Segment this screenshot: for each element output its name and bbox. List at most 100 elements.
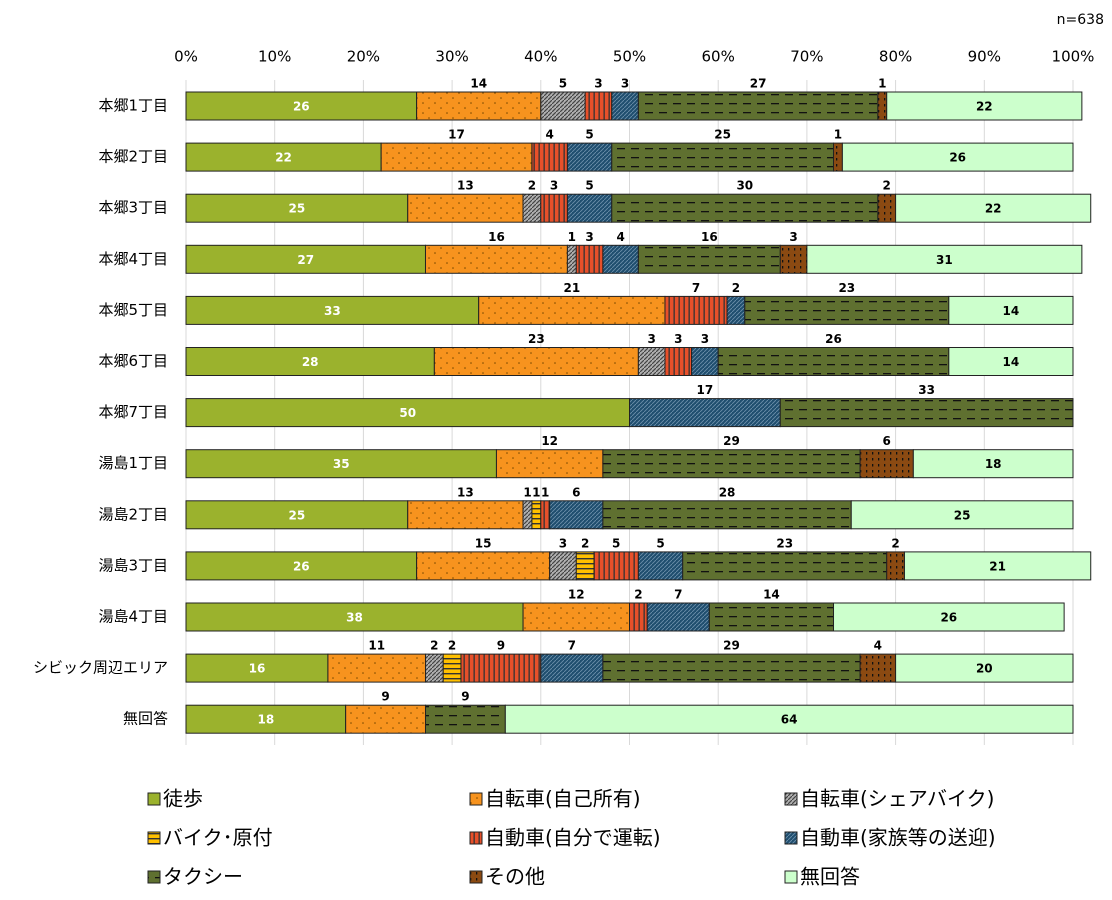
data-label: 7: [568, 639, 576, 653]
bar-segment: [549, 500, 604, 530]
data-label: 1: [532, 485, 540, 499]
data-label: 1: [568, 230, 576, 244]
legend-label: 自動車(家族等の送迎): [800, 826, 996, 850]
bar-segment: [407, 193, 524, 223]
bar-segment: [185, 193, 409, 223]
legend-swatch: [147, 831, 161, 845]
data-label: 38: [346, 611, 363, 625]
data-label: 16: [488, 230, 505, 244]
bar-segment: [779, 244, 808, 274]
data-label: 35: [333, 457, 350, 471]
x-tick-label: 30%: [435, 48, 468, 66]
bar-segment: [833, 142, 843, 172]
y-tick-label: 湯島2丁目: [98, 505, 168, 523]
data-label: 3: [621, 77, 629, 91]
bar-segment: [806, 244, 1083, 274]
data-label: 27: [297, 253, 314, 267]
data-label: 29: [723, 434, 740, 448]
data-label: 5: [559, 77, 567, 91]
data-label: 31: [936, 253, 953, 267]
legend-swatch: [784, 831, 798, 845]
data-label: 1: [541, 485, 549, 499]
data-label: 3: [594, 77, 602, 91]
data-label: 14: [1003, 355, 1020, 369]
bar-segment: [185, 244, 426, 274]
bar-segment: [903, 551, 1092, 581]
data-label: 26: [293, 100, 310, 114]
data-label: 13: [457, 179, 474, 193]
data-label: 18: [257, 713, 274, 727]
data-label: 6: [883, 434, 891, 448]
data-label: 14: [763, 588, 780, 602]
y-tick-label: 無回答: [123, 710, 168, 728]
data-label: 17: [448, 128, 465, 142]
data-label: 26: [949, 151, 966, 165]
data-label: 3: [550, 179, 558, 193]
data-label: 2: [448, 639, 456, 653]
bar-segment: [185, 500, 409, 530]
data-label: 4: [616, 230, 624, 244]
data-label: 22: [976, 100, 993, 114]
data-label: 2: [430, 639, 438, 653]
bar-segment: [841, 142, 1074, 172]
data-label: 21: [563, 281, 580, 295]
data-label: 18: [985, 457, 1002, 471]
data-label: 6: [572, 485, 580, 499]
bar-segment: [566, 193, 613, 223]
bar-segment: [682, 551, 888, 581]
data-label: 33: [324, 304, 341, 318]
data-label: 3: [674, 332, 682, 346]
y-tick-label: 本郷7丁目: [98, 403, 168, 421]
bar-segment: [895, 193, 1092, 223]
legend-label: バイク･原付: [163, 826, 273, 850]
data-label: 5: [656, 536, 664, 550]
bar-segment: [185, 91, 418, 121]
bar-segment: [433, 347, 639, 376]
bar-segment: [877, 193, 897, 223]
bar-segment: [912, 449, 1074, 479]
y-tick-label: 湯島3丁目: [98, 556, 168, 574]
data-label: 7: [692, 281, 700, 295]
bar-segment: [185, 347, 435, 376]
data-label: 7: [674, 588, 682, 602]
bar-segment: [584, 91, 613, 121]
bar-segment: [611, 91, 639, 121]
data-label: 2: [528, 179, 536, 193]
data-label: 5: [585, 179, 593, 193]
bar-segment: [593, 551, 639, 581]
x-tick-label: 10%: [258, 48, 291, 66]
data-label: 23: [528, 332, 545, 346]
bar-segment: [522, 602, 630, 632]
data-label: 3: [789, 230, 797, 244]
legend-label: 自動車(自分で運転): [485, 826, 661, 850]
bar-segment: [744, 295, 950, 325]
data-label: 2: [891, 536, 899, 550]
data-label: 9: [497, 639, 505, 653]
bar-segment: [629, 398, 781, 428]
data-label: 3: [585, 230, 593, 244]
data-label: 21: [989, 559, 1006, 573]
y-tick-label: 本郷2丁目: [98, 148, 168, 166]
bar-segment: [380, 142, 533, 172]
data-label: 5: [612, 536, 620, 550]
bar-segment: [602, 244, 639, 274]
legend-swatch: [784, 792, 798, 806]
data-label: 30: [736, 179, 753, 193]
legend-swatch: [147, 870, 161, 884]
data-label: 25: [714, 128, 731, 142]
bar-segment: [424, 653, 444, 683]
bar-segment: [424, 244, 568, 274]
legend-swatch: [147, 792, 161, 806]
data-label: 28: [302, 355, 319, 369]
x-tick-label: 60%: [702, 48, 735, 66]
x-tick-label: 20%: [347, 48, 380, 66]
legend-swatch: [469, 870, 483, 884]
data-label: 9: [381, 690, 389, 704]
bar-segment: [779, 398, 1074, 428]
bar-segment: [416, 91, 542, 121]
bar-segment: [575, 551, 595, 581]
data-label: 26: [825, 332, 842, 346]
sample-size: n=638: [1057, 12, 1104, 28]
data-label: 16: [249, 662, 266, 676]
